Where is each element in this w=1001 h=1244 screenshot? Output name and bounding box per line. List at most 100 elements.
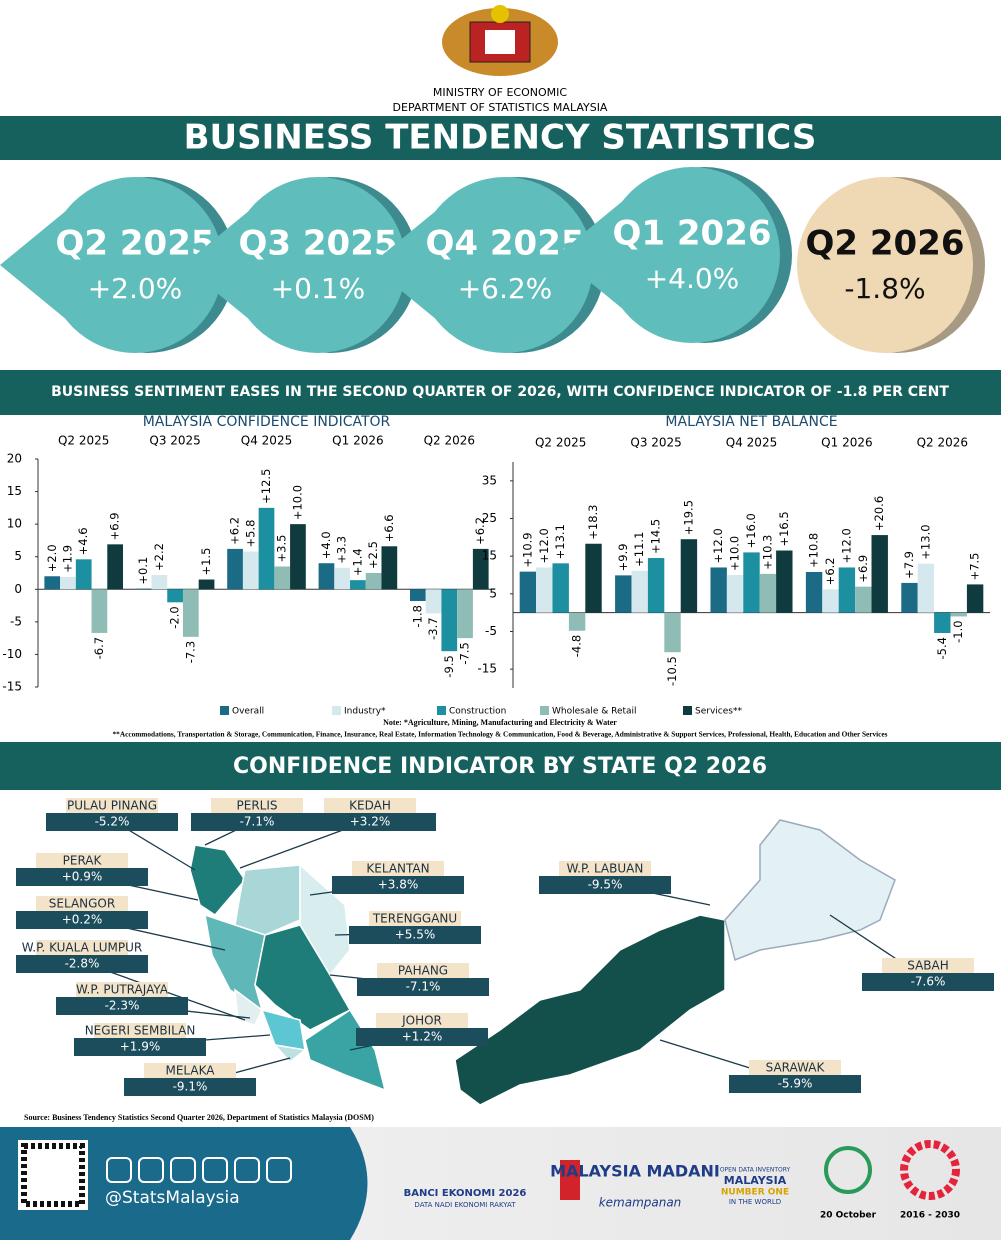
state-name-box [377, 963, 469, 978]
value-label: -2.0 [168, 606, 182, 628]
bar [822, 589, 839, 613]
state-name-box [36, 853, 128, 868]
bar [227, 548, 243, 590]
category-label: Q2 2026 [424, 434, 475, 448]
state-name: KELANTAN [366, 862, 429, 876]
state-value: +1.2% [402, 1030, 443, 1044]
value-label: +2.0 [45, 544, 59, 572]
y-tick-label: 15 [7, 484, 22, 498]
state-name-box [559, 861, 651, 876]
quarter-label: Q3 2025 [238, 224, 397, 264]
state-value: -7.1% [406, 980, 441, 994]
source: Source: Business Tendency Statistics Sec… [24, 1113, 374, 1122]
state-band [0, 742, 1001, 790]
value-label: +2.5 [366, 541, 380, 569]
bar [318, 563, 335, 590]
y-tick-label: 5 [489, 586, 497, 600]
quarter-label: Q4 2025 [425, 224, 584, 264]
state-value-box [357, 978, 489, 996]
value-label: +4.0 [319, 531, 333, 559]
title: BUSINESS TENDENCY STATISTICS [184, 118, 817, 158]
state-value-box [74, 1038, 206, 1056]
state-value: -7.6% [911, 975, 946, 989]
legend-label: Services** [695, 707, 742, 717]
state-value: +1.9% [120, 1040, 161, 1054]
quarter-change: +4.0% [645, 262, 740, 295]
value-label: +7.9 [902, 551, 916, 579]
value-label: +12.0 [711, 528, 725, 563]
madani-logo [560, 1160, 580, 1200]
state-name: PULAU PINANG [67, 799, 157, 813]
y-tick-label: -5 [10, 614, 22, 628]
category-label: Q1 2026 [332, 434, 383, 448]
state-name-box [211, 798, 303, 813]
quarter-change: +2.0% [88, 272, 183, 305]
state-value: -2.8% [65, 957, 100, 971]
ministry: MINISTRY OF ECONOMIC [433, 86, 567, 99]
state-name: W.P. LABUAN [567, 862, 644, 876]
state-name-box [376, 1013, 468, 1028]
bar [167, 589, 183, 603]
value-label: +1.4 [350, 548, 364, 576]
state-name: W.P. PUTRAJAYA [76, 983, 169, 997]
y-tick-label: 35 [482, 473, 497, 487]
value-label: +6.6 [382, 514, 396, 542]
y-tick-label: 0 [14, 582, 22, 596]
department: DEPARTMENT OF STATISTICS MALAYSIA [393, 101, 608, 114]
state-value-box [349, 926, 481, 944]
state-value: -9.1% [173, 1080, 208, 1094]
state-title: CONFIDENCE INDICATOR BY STATE Q2 2026 [233, 754, 767, 779]
y-tick-label: 10 [7, 517, 22, 531]
bar [274, 566, 291, 590]
headline-band [0, 370, 1001, 415]
bar [441, 589, 458, 652]
quarter-change: -1.8% [844, 272, 925, 305]
value-label: -1.8 [410, 605, 424, 627]
quarter-change: +0.1% [271, 272, 366, 305]
bar [334, 567, 351, 590]
value-label: +10.8 [807, 533, 821, 568]
state-name: PERAK [63, 854, 103, 868]
state-value: +0.2% [62, 913, 103, 927]
value-label: +6.9 [856, 555, 870, 583]
odin-country: MALAYSIA [724, 1174, 787, 1187]
value-label: +16.5 [777, 511, 791, 546]
bar [615, 575, 632, 613]
y-tick-label: 25 [482, 511, 497, 525]
y-tick-label: 5 [14, 549, 22, 563]
state-name-box [369, 911, 461, 926]
bar [182, 589, 199, 637]
bar [198, 579, 215, 590]
category-label: Q4 2025 [726, 436, 777, 450]
state-value-box [16, 911, 148, 929]
qr-code [18, 1140, 88, 1210]
bar [568, 612, 586, 631]
legend-label: Wholesale & Retail [552, 707, 637, 717]
value-label: +10.0 [728, 536, 742, 571]
quarter-label: Q1 2026 [612, 214, 771, 254]
bar [585, 543, 602, 613]
bar [680, 539, 698, 613]
bar [151, 574, 168, 590]
bar [350, 580, 366, 590]
state-value: -5.2% [95, 815, 130, 829]
value-label: +10.3 [760, 535, 774, 570]
value-label: +10.9 [520, 532, 534, 567]
bar [552, 563, 569, 613]
bar [107, 544, 124, 590]
value-label: +2.2 [152, 543, 166, 571]
state-name-box [324, 798, 416, 813]
state-value-box [729, 1075, 861, 1093]
bar [805, 571, 823, 613]
bar [425, 589, 442, 614]
value-label: +7.5 [968, 552, 982, 580]
value-label: -7.5 [458, 642, 472, 664]
state-value-box [862, 973, 994, 991]
value-label: +10.0 [290, 485, 304, 520]
category-label: Q2 2026 [917, 436, 968, 450]
state-value: -7.1% [240, 815, 275, 829]
state-name: SARAWAK [766, 1061, 826, 1075]
state-name-box [144, 1063, 236, 1078]
bar [60, 576, 76, 590]
state-value-box [16, 868, 148, 886]
